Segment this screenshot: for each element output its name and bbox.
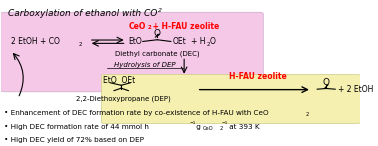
Text: + H-FAU zeolite: + H-FAU zeolite [150,21,220,31]
Text: −1: −1 [189,121,195,125]
Text: + H: + H [191,37,206,46]
FancyBboxPatch shape [101,74,360,124]
FancyBboxPatch shape [1,12,263,92]
Text: • High DEC formation rate of 44 mmol h: • High DEC formation rate of 44 mmol h [4,124,149,130]
Text: Diethyl carbonate (DEC): Diethyl carbonate (DEC) [115,50,200,57]
Text: 2: 2 [79,42,83,47]
Text: g: g [194,124,201,130]
Text: 2: 2 [219,126,223,131]
Text: O: O [154,29,161,38]
Text: H-FAU zeolite: H-FAU zeolite [229,72,287,81]
Text: 2: 2 [158,8,162,13]
Text: EtO  OEt: EtO OEt [103,77,136,85]
Text: O: O [323,78,330,87]
Text: EtO: EtO [129,37,143,46]
Text: 2: 2 [147,25,151,30]
Text: • Enhancement of DEC formation rate by co-existence of H-FAU with CeO: • Enhancement of DEC formation rate by c… [4,110,269,116]
Text: 2: 2 [306,112,309,117]
Text: −1: −1 [222,121,228,125]
Text: O: O [210,37,215,46]
Text: OEt: OEt [173,37,187,46]
Text: at 393 K: at 393 K [227,124,260,130]
Text: 2 EtOH + CO: 2 EtOH + CO [11,37,60,46]
Text: • High DEC yield of 72% based on DEP: • High DEC yield of 72% based on DEP [4,137,144,142]
Text: CeO: CeO [203,126,214,131]
Text: Carboxylation of ethanol with CO: Carboxylation of ethanol with CO [8,9,157,18]
Text: 2,2-Diethoxypropane (DEP): 2,2-Diethoxypropane (DEP) [76,95,170,102]
Text: CeO: CeO [129,21,146,31]
Text: 2: 2 [207,42,210,47]
Text: + 2 EtOH: + 2 EtOH [338,85,373,94]
Text: Hydrolysis of DEP: Hydrolysis of DEP [114,62,175,68]
